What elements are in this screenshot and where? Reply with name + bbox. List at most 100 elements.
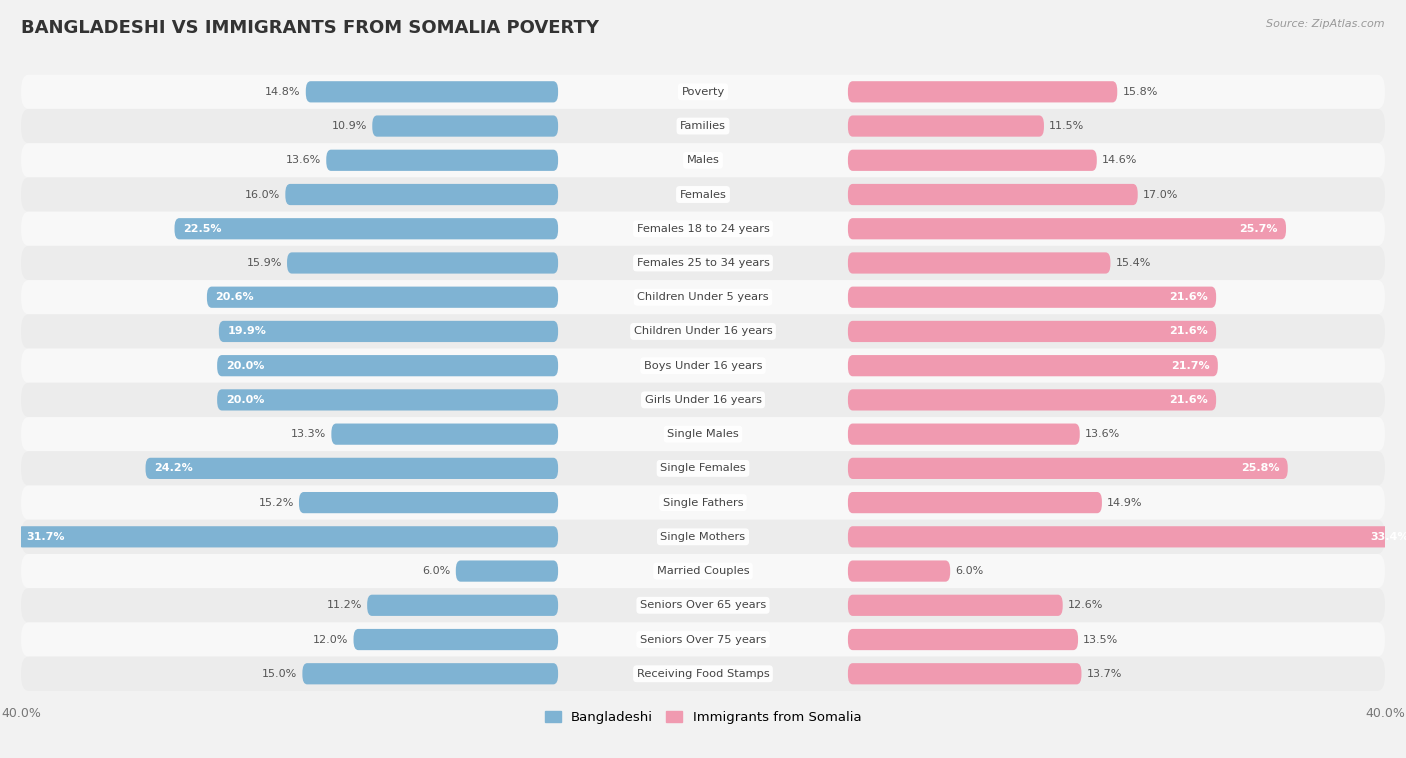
FancyBboxPatch shape bbox=[848, 560, 950, 581]
Text: 19.9%: 19.9% bbox=[228, 327, 266, 337]
Text: Females 18 to 24 years: Females 18 to 24 years bbox=[637, 224, 769, 233]
FancyBboxPatch shape bbox=[21, 383, 1385, 417]
Text: 33.4%: 33.4% bbox=[1371, 532, 1406, 542]
FancyBboxPatch shape bbox=[21, 451, 1385, 485]
Text: Single Mothers: Single Mothers bbox=[661, 532, 745, 542]
Text: 21.6%: 21.6% bbox=[1168, 327, 1208, 337]
Text: 13.5%: 13.5% bbox=[1083, 634, 1118, 644]
FancyBboxPatch shape bbox=[146, 458, 558, 479]
Legend: Bangladeshi, Immigrants from Somalia: Bangladeshi, Immigrants from Somalia bbox=[540, 706, 866, 729]
Text: 12.6%: 12.6% bbox=[1067, 600, 1104, 610]
Text: 6.0%: 6.0% bbox=[955, 566, 984, 576]
Text: Single Males: Single Males bbox=[666, 429, 740, 439]
FancyBboxPatch shape bbox=[174, 218, 558, 240]
Text: Receiving Food Stamps: Receiving Food Stamps bbox=[637, 669, 769, 678]
Text: 6.0%: 6.0% bbox=[422, 566, 451, 576]
Text: 31.7%: 31.7% bbox=[27, 532, 65, 542]
Text: 17.0%: 17.0% bbox=[1143, 190, 1178, 199]
FancyBboxPatch shape bbox=[21, 588, 1385, 622]
FancyBboxPatch shape bbox=[21, 485, 1385, 520]
FancyBboxPatch shape bbox=[21, 349, 1385, 383]
Text: 15.0%: 15.0% bbox=[262, 669, 297, 678]
FancyBboxPatch shape bbox=[848, 458, 1288, 479]
FancyBboxPatch shape bbox=[219, 321, 558, 342]
FancyBboxPatch shape bbox=[21, 622, 1385, 656]
FancyBboxPatch shape bbox=[848, 390, 1216, 411]
FancyBboxPatch shape bbox=[367, 595, 558, 616]
FancyBboxPatch shape bbox=[848, 629, 1078, 650]
Text: Families: Families bbox=[681, 121, 725, 131]
FancyBboxPatch shape bbox=[848, 184, 1137, 205]
FancyBboxPatch shape bbox=[217, 355, 558, 376]
FancyBboxPatch shape bbox=[21, 75, 1385, 109]
Text: 21.6%: 21.6% bbox=[1168, 293, 1208, 302]
FancyBboxPatch shape bbox=[305, 81, 558, 102]
Text: 25.7%: 25.7% bbox=[1239, 224, 1278, 233]
Text: 21.7%: 21.7% bbox=[1171, 361, 1209, 371]
FancyBboxPatch shape bbox=[456, 560, 558, 581]
FancyBboxPatch shape bbox=[299, 492, 558, 513]
FancyBboxPatch shape bbox=[326, 149, 558, 171]
FancyBboxPatch shape bbox=[848, 595, 1063, 616]
Text: 20.0%: 20.0% bbox=[225, 395, 264, 405]
FancyBboxPatch shape bbox=[848, 492, 1102, 513]
FancyBboxPatch shape bbox=[21, 177, 1385, 211]
Text: 15.2%: 15.2% bbox=[259, 497, 294, 508]
FancyBboxPatch shape bbox=[21, 554, 1385, 588]
Text: 11.5%: 11.5% bbox=[1049, 121, 1084, 131]
Text: 20.0%: 20.0% bbox=[225, 361, 264, 371]
Text: 21.6%: 21.6% bbox=[1168, 395, 1208, 405]
Text: Seniors Over 65 years: Seniors Over 65 years bbox=[640, 600, 766, 610]
Text: Females 25 to 34 years: Females 25 to 34 years bbox=[637, 258, 769, 268]
Text: Single Females: Single Females bbox=[661, 463, 745, 473]
FancyBboxPatch shape bbox=[21, 656, 1385, 691]
Text: 13.3%: 13.3% bbox=[291, 429, 326, 439]
FancyBboxPatch shape bbox=[287, 252, 558, 274]
FancyBboxPatch shape bbox=[848, 81, 1118, 102]
Text: 15.4%: 15.4% bbox=[1115, 258, 1152, 268]
FancyBboxPatch shape bbox=[21, 109, 1385, 143]
FancyBboxPatch shape bbox=[21, 211, 1385, 246]
Text: 13.6%: 13.6% bbox=[285, 155, 321, 165]
Text: 16.0%: 16.0% bbox=[245, 190, 280, 199]
Text: BANGLADESHI VS IMMIGRANTS FROM SOMALIA POVERTY: BANGLADESHI VS IMMIGRANTS FROM SOMALIA P… bbox=[21, 19, 599, 37]
FancyBboxPatch shape bbox=[848, 526, 1406, 547]
FancyBboxPatch shape bbox=[848, 115, 1045, 136]
FancyBboxPatch shape bbox=[21, 315, 1385, 349]
Text: 10.9%: 10.9% bbox=[332, 121, 367, 131]
Text: Males: Males bbox=[686, 155, 720, 165]
FancyBboxPatch shape bbox=[217, 390, 558, 411]
Text: 22.5%: 22.5% bbox=[183, 224, 222, 233]
Text: Children Under 5 years: Children Under 5 years bbox=[637, 293, 769, 302]
Text: Boys Under 16 years: Boys Under 16 years bbox=[644, 361, 762, 371]
FancyBboxPatch shape bbox=[848, 287, 1216, 308]
FancyBboxPatch shape bbox=[285, 184, 558, 205]
Text: Single Fathers: Single Fathers bbox=[662, 497, 744, 508]
FancyBboxPatch shape bbox=[373, 115, 558, 136]
Text: Females: Females bbox=[679, 190, 727, 199]
Text: 15.8%: 15.8% bbox=[1122, 87, 1157, 97]
Text: 14.9%: 14.9% bbox=[1107, 497, 1143, 508]
Text: 15.9%: 15.9% bbox=[246, 258, 283, 268]
FancyBboxPatch shape bbox=[353, 629, 558, 650]
Text: 20.6%: 20.6% bbox=[215, 293, 254, 302]
FancyBboxPatch shape bbox=[332, 424, 558, 445]
FancyBboxPatch shape bbox=[302, 663, 558, 684]
FancyBboxPatch shape bbox=[848, 218, 1286, 240]
FancyBboxPatch shape bbox=[848, 424, 1080, 445]
Text: 13.7%: 13.7% bbox=[1087, 669, 1122, 678]
FancyBboxPatch shape bbox=[21, 417, 1385, 451]
FancyBboxPatch shape bbox=[848, 355, 1218, 376]
FancyBboxPatch shape bbox=[207, 287, 558, 308]
Text: 24.2%: 24.2% bbox=[155, 463, 193, 473]
FancyBboxPatch shape bbox=[21, 280, 1385, 315]
Text: Source: ZipAtlas.com: Source: ZipAtlas.com bbox=[1267, 19, 1385, 29]
FancyBboxPatch shape bbox=[21, 143, 1385, 177]
Text: 14.6%: 14.6% bbox=[1102, 155, 1137, 165]
Text: 12.0%: 12.0% bbox=[314, 634, 349, 644]
FancyBboxPatch shape bbox=[848, 252, 1111, 274]
Text: Poverty: Poverty bbox=[682, 87, 724, 97]
Text: Children Under 16 years: Children Under 16 years bbox=[634, 327, 772, 337]
FancyBboxPatch shape bbox=[21, 520, 1385, 554]
FancyBboxPatch shape bbox=[18, 526, 558, 547]
